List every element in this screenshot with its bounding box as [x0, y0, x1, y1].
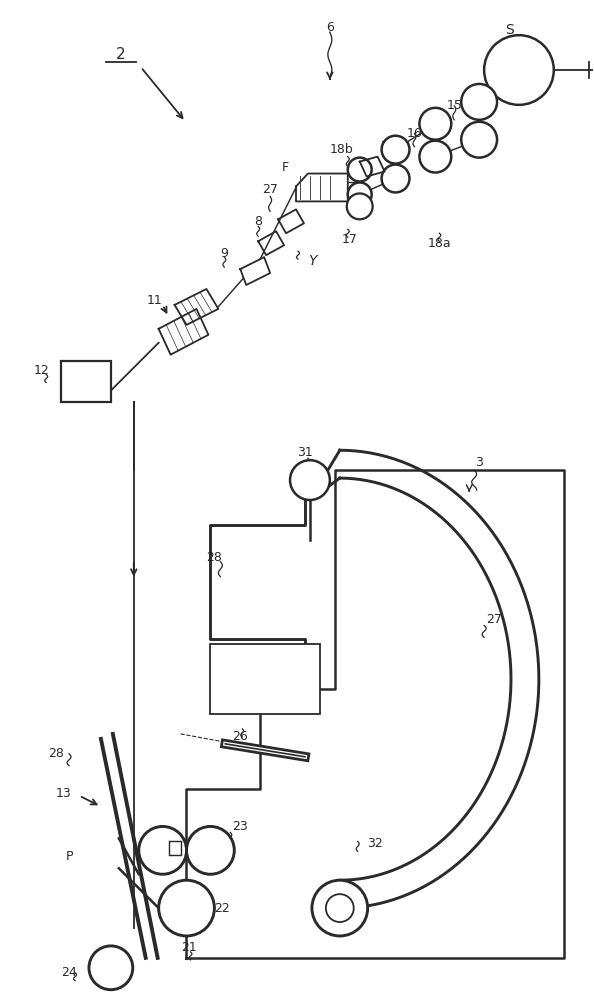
Circle shape [89, 946, 133, 990]
Circle shape [139, 826, 187, 874]
Bar [169, 841, 181, 855]
Text: 17: 17 [342, 233, 358, 246]
Text: 3: 3 [475, 456, 483, 469]
Polygon shape [296, 174, 347, 201]
Text: 9: 9 [220, 247, 228, 260]
Text: 22: 22 [214, 902, 230, 915]
Text: 11: 11 [147, 294, 163, 307]
Circle shape [381, 165, 409, 192]
Circle shape [290, 460, 330, 500]
Circle shape [347, 158, 372, 181]
Text: 2: 2 [116, 47, 126, 62]
Polygon shape [258, 231, 284, 255]
Text: S: S [505, 23, 513, 37]
Text: 6: 6 [326, 21, 334, 34]
Text: 32: 32 [366, 837, 383, 850]
Text: 21: 21 [181, 941, 197, 954]
Text: 15: 15 [446, 99, 462, 112]
Polygon shape [185, 470, 564, 958]
Circle shape [187, 826, 234, 874]
Text: 12: 12 [33, 364, 49, 377]
Text: 14: 14 [493, 77, 509, 90]
Circle shape [381, 136, 409, 164]
Text: Y: Y [308, 254, 316, 268]
Polygon shape [360, 157, 384, 177]
Text: 18b: 18b [330, 143, 353, 156]
Text: 23: 23 [232, 820, 248, 833]
Text: F: F [282, 161, 289, 174]
Circle shape [159, 880, 214, 936]
Circle shape [419, 141, 451, 173]
Text: 13: 13 [55, 787, 71, 800]
Bar [61, 361, 111, 402]
Text: 24: 24 [61, 966, 77, 979]
Text: 27: 27 [262, 183, 278, 196]
Polygon shape [159, 309, 208, 355]
Circle shape [461, 84, 497, 120]
Text: 28: 28 [207, 551, 222, 564]
Text: P: P [65, 850, 73, 863]
Circle shape [326, 894, 354, 922]
Circle shape [347, 193, 372, 219]
Circle shape [484, 35, 554, 105]
Text: 7: 7 [381, 140, 388, 153]
Circle shape [312, 880, 368, 936]
Text: 16: 16 [406, 127, 422, 140]
Text: 18a: 18a [428, 237, 451, 250]
Text: 31: 31 [297, 446, 313, 459]
Polygon shape [240, 257, 270, 285]
Circle shape [347, 182, 372, 206]
Text: 26: 26 [232, 730, 248, 743]
Circle shape [461, 122, 497, 158]
Text: 27: 27 [486, 613, 502, 626]
Polygon shape [175, 289, 219, 325]
Text: 8: 8 [254, 215, 262, 228]
Text: 28: 28 [48, 747, 64, 760]
Polygon shape [278, 209, 304, 233]
Bar [210, 644, 320, 714]
Circle shape [419, 108, 451, 140]
